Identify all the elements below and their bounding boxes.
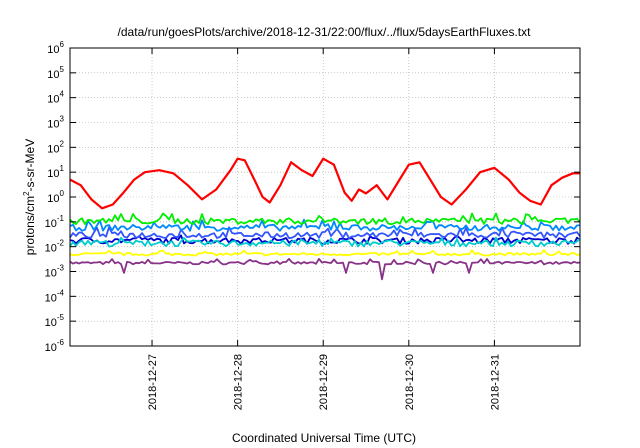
plot-border [69,47,581,347]
series-line [69,157,580,210]
plot-frame [69,47,581,347]
series-line [69,236,581,248]
y-tick-label: 101 [47,164,64,180]
series-line [69,258,581,281]
x-axis-label: Coordinated Universal Time (UTC) [232,431,416,445]
y-tick-label: 100 [47,189,64,205]
x-tick-label: 2018-12-29 [318,354,330,410]
y-tick-label: 10-1 [45,214,65,230]
y-tick-label: 102 [47,139,64,155]
x-tick-label: 2018-12-30 [404,354,416,410]
y-tick-label: 106 [47,40,64,56]
y-tick-label: 10-2 [45,239,65,255]
x-tick-labels: 2018-12-27 2018-12-28 2018-12-29 2018-12-30… [147,354,501,410]
y-tick-label: 10-5 [45,313,65,329]
x-tick-label: 2018-12-31 [489,354,501,410]
y-tick-label: 105 [47,65,64,81]
x-tick-label: 2018-12-27 [147,354,159,410]
y-tick-labels: 106 105 104 103 102 101 100 10-1 10-2 10-3 10-4 10-… [45,40,65,354]
grid [70,48,580,346]
x-tick-label: 2018-12-28 [233,354,245,410]
y-tick-label: 10-6 [45,338,65,354]
series-line [69,212,581,226]
series-line [69,226,581,240]
series-line [69,249,581,257]
chart-title: /data/run/goesPlots/archive/2018-12-31/2… [118,25,532,39]
y-tick-label: 10-4 [45,288,65,304]
series-group [69,157,581,281]
y-tick-label: 104 [47,90,64,106]
y-tick-label: 10-3 [45,264,65,280]
y-axis-label: protons/cm2-s-sr-MeV [22,139,37,255]
y-tick-label: 103 [47,115,64,131]
series-line [69,218,580,232]
